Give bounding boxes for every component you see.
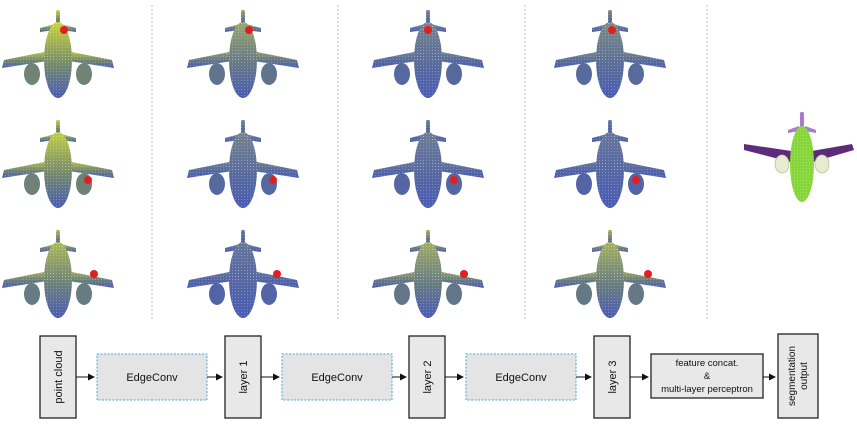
airplane-col2-row3 [187, 230, 299, 318]
block-layer-2-label: layer 2 [422, 360, 434, 393]
block-layer-2: layer 2 [408, 335, 446, 419]
block-point-cloud: point cloud [39, 335, 77, 419]
query-point-marker [450, 176, 458, 184]
airplane-col1-row3 [2, 230, 114, 318]
block-feature-concat-line-2: & [704, 371, 711, 382]
query-point-marker [269, 176, 277, 184]
block-segmentation-output-line-1: segmentation [787, 346, 798, 406]
airplane-col1-row1 [2, 10, 114, 98]
block-edgeconv-2-label: EdgeConv [311, 372, 363, 384]
block-layer-1: layer 1 [224, 335, 262, 419]
airplane-col4-row3 [554, 230, 666, 318]
airplane-heatmap-grid [2, 10, 666, 318]
block-edgeconv-3: EdgeConv [465, 353, 577, 401]
seg-wing-left [744, 144, 798, 164]
query-point-marker [608, 26, 616, 34]
query-point-marker [632, 176, 640, 184]
airplane-col3-row1 [372, 10, 484, 98]
query-point-marker [60, 26, 68, 34]
block-point-cloud-label: point cloud [53, 350, 65, 403]
block-layer-1-label: layer 1 [238, 360, 250, 393]
segmentation-result-airplane [744, 112, 854, 202]
query-point-marker [424, 26, 432, 34]
query-point-marker [84, 176, 92, 184]
airplane-col2-row1 [187, 10, 299, 98]
airplane-col2-row2 [187, 120, 299, 208]
block-feature-concat: feature concat. & multi-layer perceptron [650, 353, 764, 399]
block-edgeconv-1: EdgeConv [96, 353, 208, 401]
query-point-marker [644, 270, 652, 278]
block-segmentation-output: segmentation output [777, 333, 819, 419]
query-point-marker [90, 270, 98, 278]
column-separators [151, 5, 708, 320]
seg-engine-right [814, 154, 830, 174]
query-point-marker [460, 270, 468, 278]
block-edgeconv-3-label: EdgeConv [495, 372, 547, 384]
airplane-col3-row2 [372, 120, 484, 208]
block-edgeconv-2: EdgeConv [281, 353, 393, 401]
block-edgeconv-1-label: EdgeConv [126, 372, 178, 384]
airplane-col3-row3 [372, 230, 484, 318]
seg-engine-left [774, 154, 790, 174]
query-point-marker [273, 270, 281, 278]
block-feature-concat-line-3: multi-layer perceptron [661, 384, 753, 395]
airplane-col4-row1 [554, 10, 666, 98]
block-segmentation-output-line-2: output [799, 362, 810, 390]
query-point-marker [245, 26, 253, 34]
block-layer-3: layer 3 [593, 335, 631, 419]
block-feature-concat-line-1: feature concat. [676, 358, 739, 369]
block-layer-3-label: layer 3 [607, 360, 619, 393]
pipeline: point cloud EdgeConv layer 1 EdgeConv la… [39, 333, 819, 419]
airplane-col4-row2 [554, 120, 666, 208]
airplane-col1-row2 [2, 120, 114, 208]
seg-tail-fin [800, 112, 804, 130]
